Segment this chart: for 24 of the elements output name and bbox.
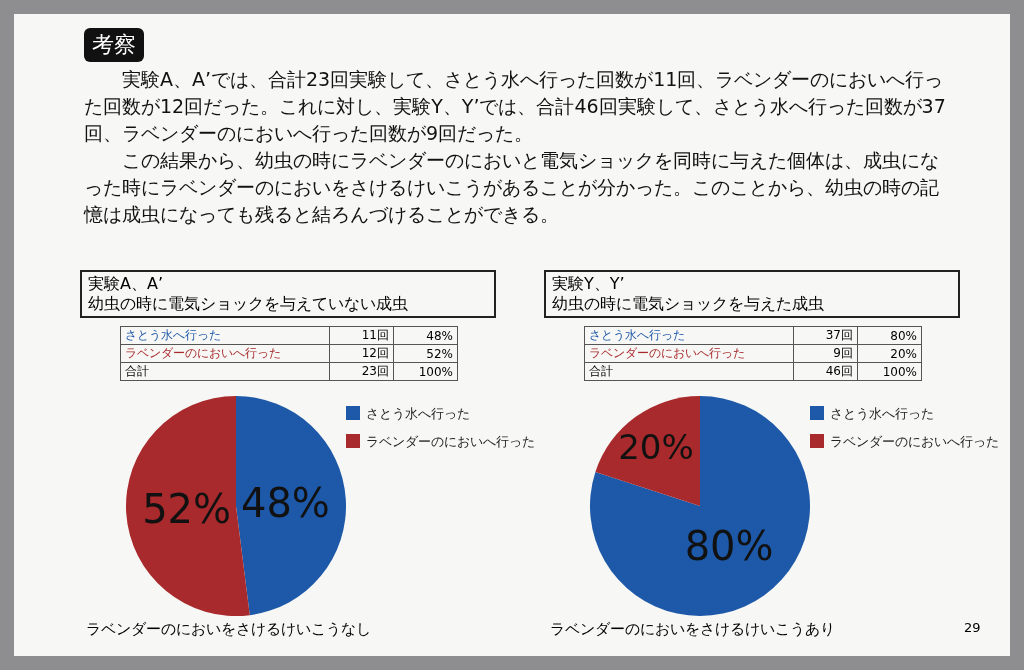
text: さとう水へ行った 11回 48% <box>125 328 453 343</box>
text: 合計 46回 100% <box>589 364 917 379</box>
chart-title: 実験A、A’ <box>88 274 164 294</box>
text: さとう水へ行った 37回 80% <box>589 328 917 343</box>
text: ラベンダーのにおいをさけるけいこうなし <box>86 620 371 639</box>
data-label: 80% <box>684 523 774 570</box>
text: この結果から、幼虫の時にラベンダーのにおいと電気ショックを同時に与えた個体は、成虫になった時にラベンダーのにおいをさけるけいこうがあることが分かった。このことから、幼虫の時の記憶は成虫になっても残ると結ろんづけることができる。 <box>84 148 940 227</box>
text: ラベンダーのにおいをさけるけいこうあり <box>550 620 835 639</box>
chart-title: 実験Y、Y’ <box>552 274 626 294</box>
data-label: 52% <box>142 486 232 533</box>
text: 合計 23回 100% <box>125 364 453 379</box>
text: 29 <box>964 620 981 635</box>
data-label: 48% <box>240 479 330 526</box>
legend-label: さとう水へ行った <box>366 406 470 421</box>
chart-subtitle: 幼虫の時に電気ショックを与えた成虫 <box>552 294 825 314</box>
data-label: 20% <box>618 427 694 468</box>
text: ラベンダーのにおいへ行った 9回 20% <box>589 346 917 361</box>
text: 実験A、A’では、合計23回実験して、さとう水へ行った回数が11回、ラベンダーのにおいへ行った回数が12回だった。これに対し、実験Y、Y’では、合計46回実験して、さとう水へ行った回数が37回、ラベンダーのにおいへ行った回数が9回だった。 <box>84 67 947 146</box>
chart-subtitle: 幼虫の時に電気ショックを与えていない成虫 <box>88 294 409 314</box>
legend-label: ラベンダーのにおいへ行った <box>830 434 999 449</box>
legend-label: ラベンダーのにおいへ行った <box>366 434 535 449</box>
legend-label: さとう水へ行った <box>830 406 934 421</box>
text: ラベンダーのにおいへ行った 12回 52% <box>125 346 453 361</box>
text: 考察 <box>84 28 144 62</box>
